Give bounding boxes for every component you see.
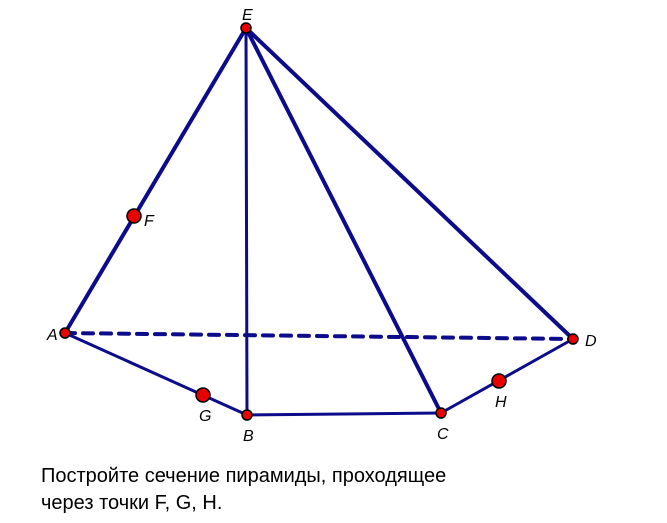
label-F: F: [144, 214, 154, 230]
caption-line1: Постройте сечение пирамиды, проходящее: [41, 465, 446, 487]
diagram-stage: A B C D E F G H Постройте сечение пирами…: [0, 0, 667, 523]
label-A: A: [47, 328, 58, 344]
problem-caption: Постройте сечение пирамиды, проходящее ч…: [41, 463, 446, 517]
label-H: H: [495, 395, 507, 411]
label-D: D: [585, 334, 597, 350]
pyramid-svg: [0, 0, 667, 523]
label-E: E: [242, 8, 253, 24]
label-C: C: [437, 427, 449, 443]
caption-line2: через точки F, G, H.: [41, 492, 222, 514]
label-G: G: [199, 409, 211, 425]
label-B: B: [243, 429, 254, 445]
